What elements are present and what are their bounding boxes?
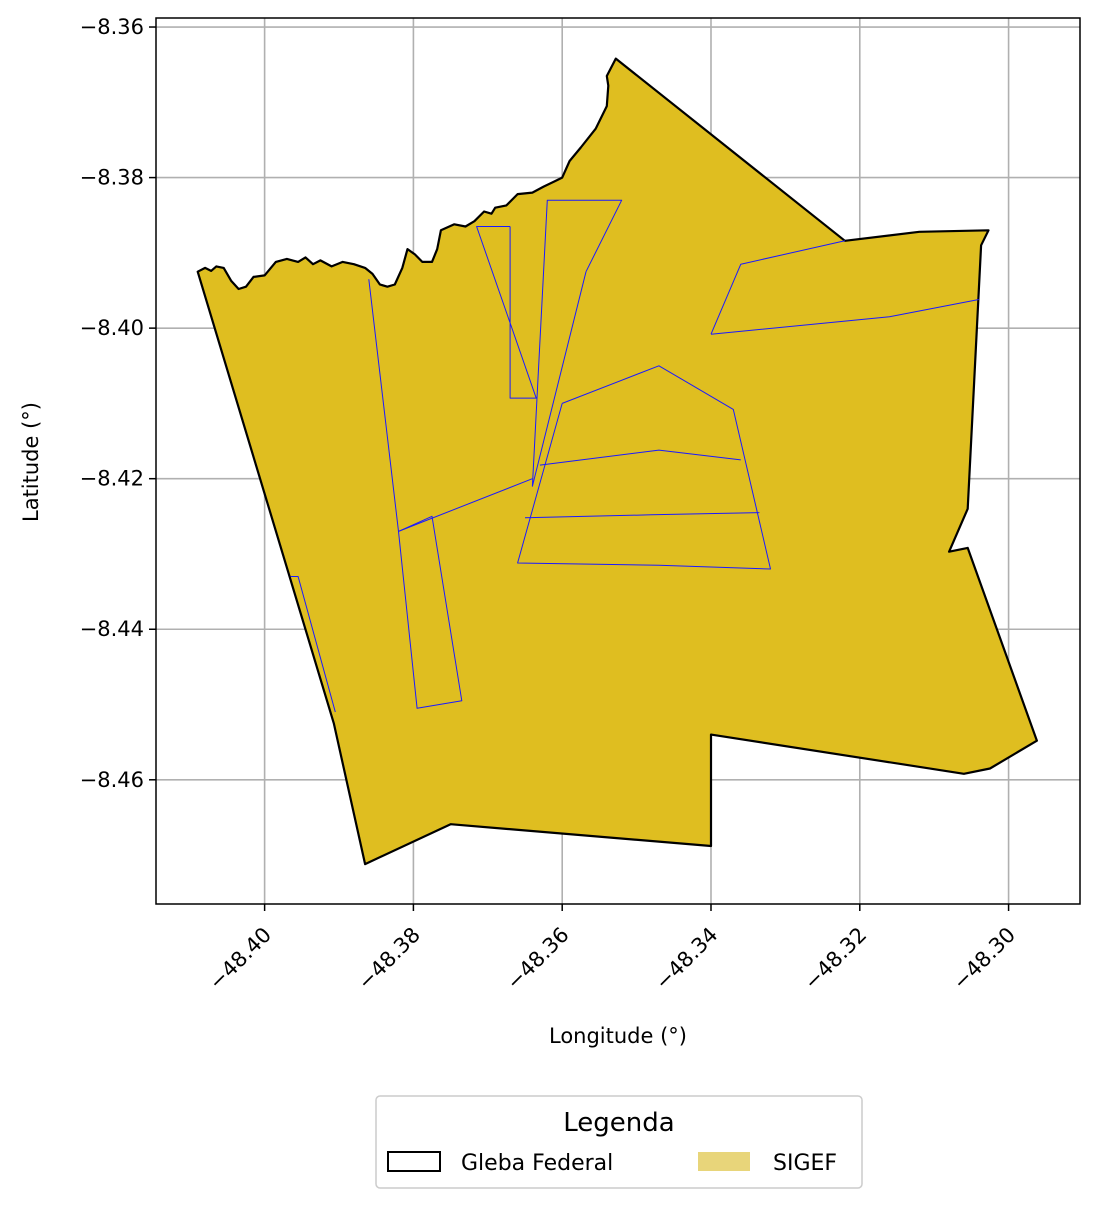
y-tick-label: −8.46 bbox=[80, 768, 144, 792]
plot-frame bbox=[155, 17, 1081, 905]
sigef-parcel-boundary bbox=[710, 240, 846, 335]
sigef-parcel-boundary bbox=[531, 199, 623, 487]
legend-swatch-gleba-federal bbox=[387, 1151, 441, 1172]
sigef-parcel-boundary bbox=[398, 515, 463, 709]
legend-swatch-sigef bbox=[698, 1152, 750, 1171]
sigef-parcel-boundary bbox=[517, 365, 771, 570]
y-axis-ticks: −8.36 −8.38 −8.40 −8.42 −8.44 −8.46 bbox=[80, 15, 156, 792]
y-axis-label: Latitude (°) bbox=[19, 402, 43, 522]
sigef-parcel-boundary bbox=[476, 226, 537, 399]
x-axis-label: Longitude (°) bbox=[549, 1024, 687, 1048]
legend: Legenda Gleba Federal SIGEF bbox=[375, 1095, 863, 1189]
sigef-parcel-boundary bbox=[539, 449, 741, 466]
y-tick-label: −8.40 bbox=[80, 316, 144, 340]
gleba-federal-layer bbox=[196, 57, 1039, 866]
y-tick-label: −8.44 bbox=[80, 617, 144, 641]
sigef-parcel-boundary bbox=[524, 512, 760, 519]
sigef-parcel-boundary bbox=[710, 299, 979, 335]
y-tick-label: −8.42 bbox=[80, 467, 144, 491]
gleba-federal-polygon bbox=[196, 57, 1039, 866]
sigef-parcels-layer bbox=[290, 199, 979, 713]
y-tick-label: −8.36 bbox=[80, 15, 144, 39]
legend-label-gleba-federal: Gleba Federal bbox=[461, 1151, 613, 1176]
sigef-parcel-boundary bbox=[290, 576, 336, 713]
legend-label-sigef: SIGEF bbox=[773, 1151, 837, 1176]
y-tick-label: −8.38 bbox=[80, 166, 144, 190]
legend-title: Legenda bbox=[563, 1108, 674, 1138]
